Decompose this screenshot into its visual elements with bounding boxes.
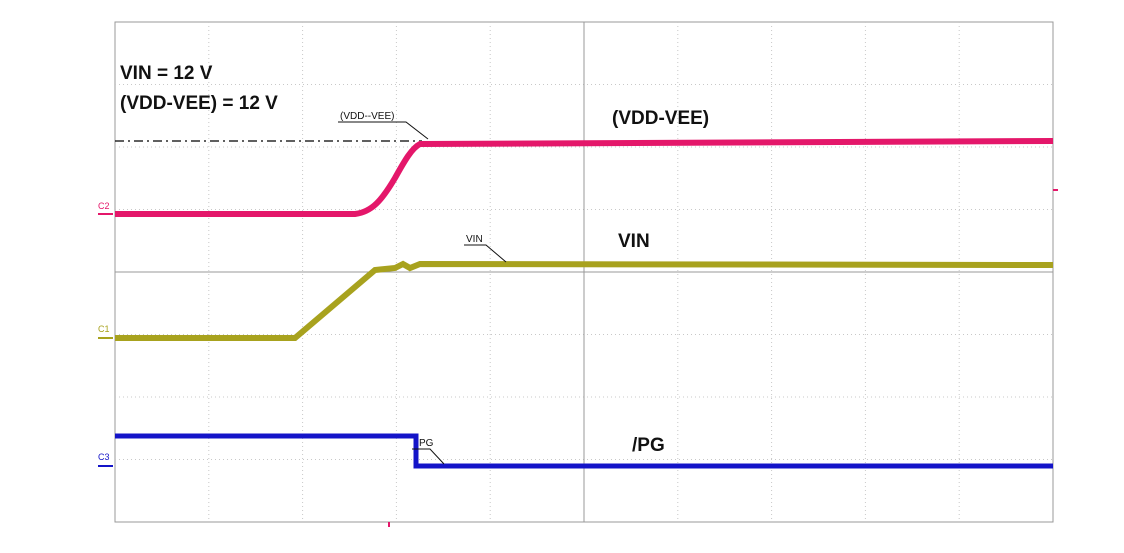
channel-label: C3 [98, 452, 110, 462]
cursor-label: PG [419, 438, 434, 449]
cursor-label: VIN [466, 234, 483, 245]
trace-vin [115, 260, 1054, 341]
trace-label: (VDD-VEE) [612, 108, 709, 129]
cursor-leader [412, 448, 445, 465]
cursor-label: (VDD--VEE) [340, 111, 394, 122]
channel-label: C1 [98, 324, 110, 334]
graticule [115, 22, 1053, 522]
trace-label: /PG [632, 435, 665, 456]
cursor-leader [338, 121, 429, 140]
setting-note: VIN = 12 V [120, 63, 213, 84]
trace-label: VIN [618, 231, 650, 252]
channel-label: C2 [98, 201, 110, 211]
trace-pg [115, 433, 1053, 469]
trace-vdd-vee [115, 138, 1054, 217]
cursor-leader [464, 244, 507, 263]
setting-note: (VDD-VEE) = 12 V [120, 93, 278, 114]
